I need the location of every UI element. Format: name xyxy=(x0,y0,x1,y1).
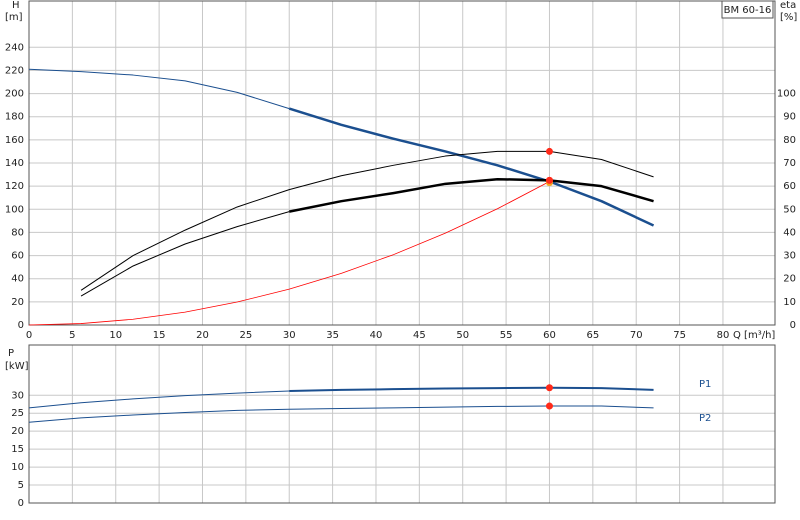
curve xyxy=(28,181,550,326)
operating-point xyxy=(545,402,553,410)
x-tick-label: 20 xyxy=(196,330,209,341)
x-axis-label: Q [m³/h] xyxy=(733,330,775,341)
y-tick-label: 180 xyxy=(5,112,24,123)
y-tick-label: 100 xyxy=(5,204,24,215)
x-tick-label: 25 xyxy=(239,330,252,341)
y-tick-label: 10 xyxy=(11,462,24,473)
operating-point xyxy=(545,384,553,392)
operating-point xyxy=(545,147,553,155)
curve xyxy=(289,386,654,392)
y-tick-label: 140 xyxy=(5,158,24,169)
y-tick-label: 220 xyxy=(5,65,24,76)
y-tick-label: 120 xyxy=(5,181,24,192)
y-tick-label: 15 xyxy=(11,444,24,455)
y2-tick-label: 40 xyxy=(783,227,796,238)
x-tick-label: 50 xyxy=(456,330,469,341)
operating-point xyxy=(545,176,553,184)
x-tick-label: 35 xyxy=(326,330,339,341)
x-tick-label: 75 xyxy=(673,330,686,341)
y2-axis-unit: [%] xyxy=(780,12,797,23)
y-axis-unit: [m] xyxy=(5,12,23,23)
y-axis-unit: [kW] xyxy=(5,361,29,372)
x-tick-label: 10 xyxy=(109,330,122,341)
x-tick-label: 15 xyxy=(153,330,166,341)
y-tick-label: 60 xyxy=(11,251,24,262)
y2-axis-label: eta xyxy=(780,0,796,11)
curve-label: P2 xyxy=(699,413,711,424)
y-tick-label: 30 xyxy=(11,390,24,401)
y-tick-label: 0 xyxy=(18,320,24,331)
y-tick-label: 5 xyxy=(18,480,24,491)
y2-tick-label: 20 xyxy=(783,274,796,285)
y2-tick-label: 70 xyxy=(783,158,796,169)
y-axis-label: H xyxy=(12,0,20,11)
y-tick-label: 0 xyxy=(18,498,24,509)
x-tick-label: 45 xyxy=(413,330,426,341)
y2-tick-label: 0 xyxy=(790,320,796,331)
y2-tick-label: 50 xyxy=(783,204,796,215)
x-tick-label: 60 xyxy=(543,330,556,341)
plot-frame xyxy=(28,344,776,504)
curve xyxy=(288,177,654,213)
x-tick-label: 30 xyxy=(283,330,296,341)
y-tick-label: 25 xyxy=(11,408,24,419)
x-tick-label: 65 xyxy=(586,330,599,341)
x-tick-label: 5 xyxy=(69,330,75,341)
x-tick-label: 80 xyxy=(717,330,730,341)
y-tick-label: 20 xyxy=(11,426,24,437)
plot-frame xyxy=(28,0,776,326)
x-tick-label: 55 xyxy=(500,330,513,341)
curve xyxy=(28,390,290,409)
y-tick-label: 240 xyxy=(5,42,24,53)
y2-tick-label: 100 xyxy=(777,89,796,100)
y2-tick-label: 90 xyxy=(783,112,796,123)
legend-title: BM 60-16 xyxy=(724,5,772,16)
curve xyxy=(80,211,290,297)
curve xyxy=(28,68,290,110)
y2-tick-label: 30 xyxy=(783,251,796,262)
x-tick-label: 40 xyxy=(370,330,383,341)
curve-label: P1 xyxy=(699,379,711,390)
y-axis-label: P xyxy=(8,348,14,359)
y-tick-label: 40 xyxy=(11,274,24,285)
y-tick-label: 80 xyxy=(11,227,24,238)
y-tick-label: 200 xyxy=(5,89,24,100)
x-tick-label: 0 xyxy=(26,330,32,341)
y2-tick-label: 80 xyxy=(783,135,796,146)
curve xyxy=(288,107,655,227)
y2-tick-label: 10 xyxy=(783,297,796,308)
y-tick-label: 160 xyxy=(5,135,24,146)
y2-tick-label: 60 xyxy=(783,181,796,192)
y-tick-label: 20 xyxy=(11,297,24,308)
x-tick-label: 70 xyxy=(630,330,643,341)
legend-box xyxy=(721,0,774,19)
curve xyxy=(80,150,654,291)
